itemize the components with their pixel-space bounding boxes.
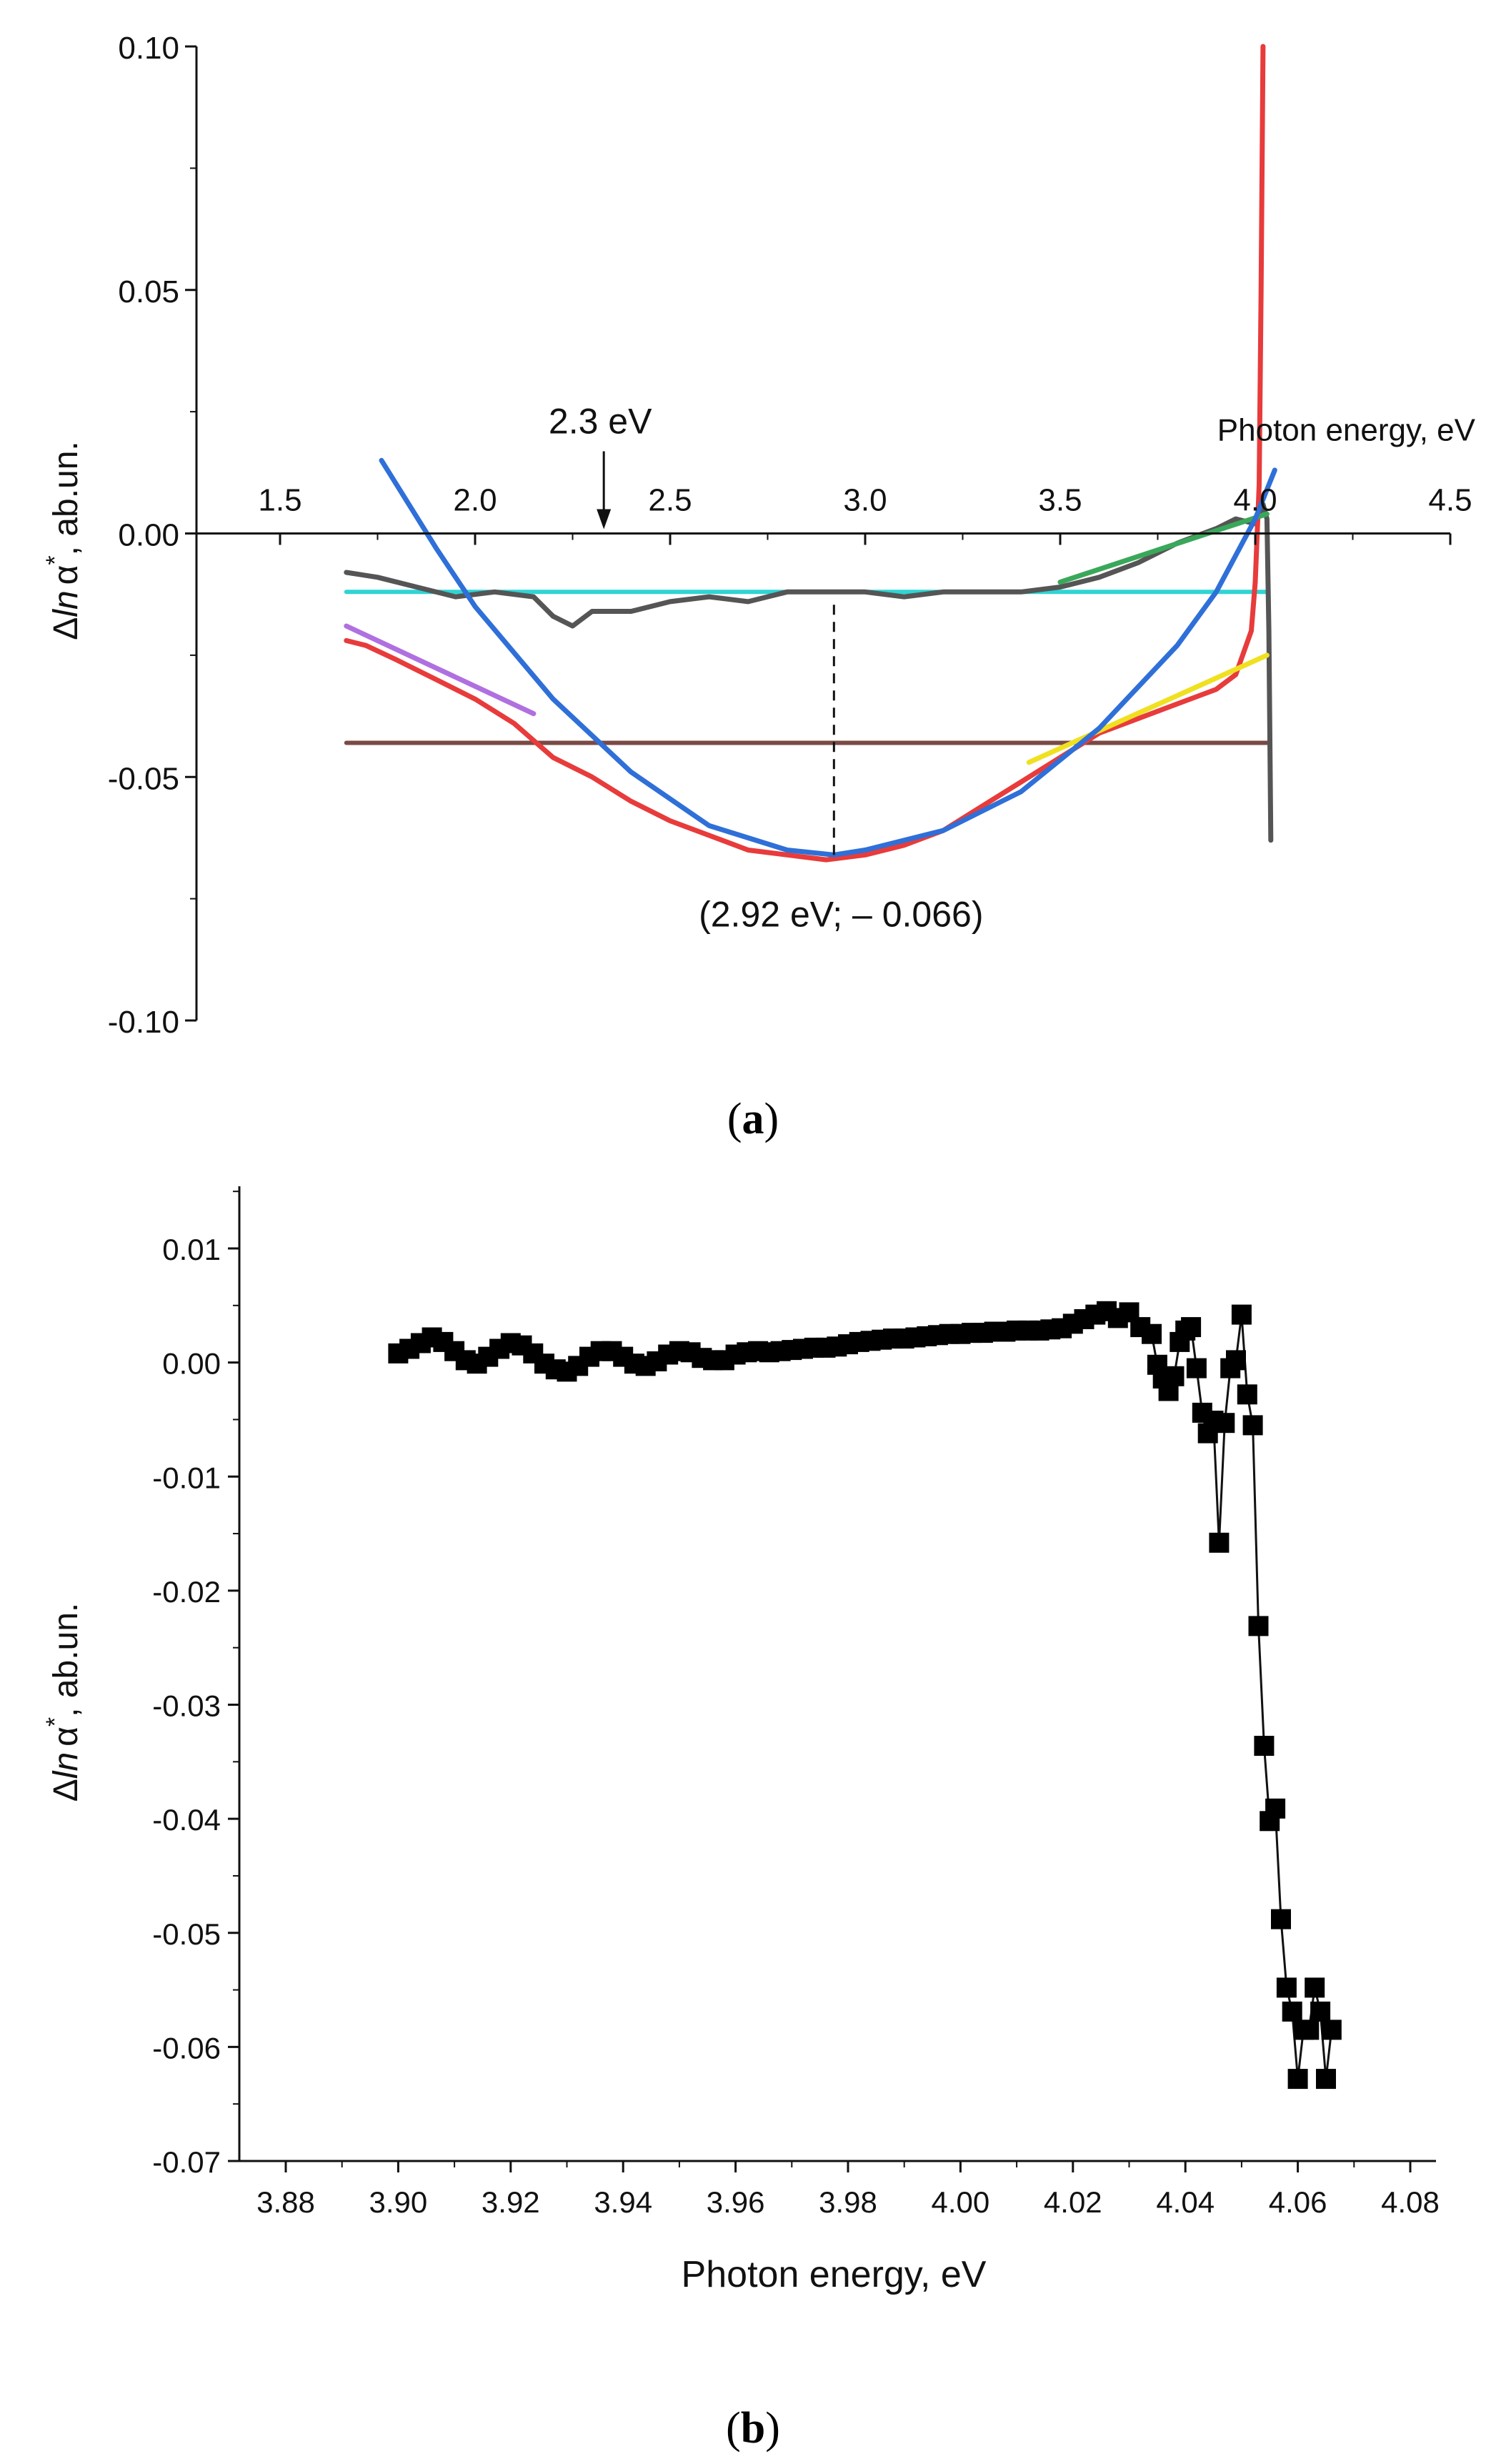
y-label-b-alpha: α [47, 1727, 85, 1747]
y-label-ln: ln [47, 590, 85, 617]
y-label-b-unit: , ab.un. [47, 1603, 85, 1717]
minimum-label: (2.92 eV; – 0.066) [699, 894, 983, 934]
x-tick-label-b: 4.08 [1381, 2185, 1440, 2219]
x-tick-label: 3.5 [1038, 483, 1082, 518]
y-tick-label: 0.10 [118, 31, 179, 66]
y-tick-label: 0.05 [118, 274, 179, 309]
series-line [1057, 511, 1270, 585]
y-axis-label-b: Δln α*, ab.un. [41, 1603, 85, 1802]
series-line [344, 623, 537, 717]
data-point [1181, 1317, 1202, 1338]
y-label-star: * [41, 555, 69, 565]
data-point [1209, 1532, 1230, 1553]
x-tick-label-b: 4.00 [932, 2185, 990, 2219]
panel-b-series [388, 1301, 1342, 2090]
x-tick-label-b: 3.92 [482, 2185, 540, 2219]
x-tick-label: 2.0 [453, 483, 497, 518]
data-point [1254, 1736, 1275, 1756]
x-tick-label-b: 4.06 [1269, 2185, 1327, 2219]
series-line [1026, 652, 1270, 765]
series-line [379, 457, 1277, 858]
y-tick-label-b: 0.00 [162, 1347, 221, 1381]
y-label-b-delta: Δ [47, 1779, 85, 1802]
x-tick-label: 4.0 [1233, 483, 1277, 518]
panel-b-axes [238, 1186, 1436, 2162]
arrow-label: 2.3 eV [549, 402, 652, 442]
data-point [1271, 1909, 1291, 1929]
y-tick-label-b: -0.07 [152, 2145, 221, 2179]
panel-b: 0.01 0.00 -0.01 -0.02 -0.03 -0.04 -0.05 -0.06 -0… [41, 1186, 1440, 2453]
x-tick-label: 1.5 [258, 483, 301, 518]
panel-a-ticks: 0.10 0.05 0.00 -0.05 -0.10 1.5 2.0 2.5 3.0 3.5 4.0… [108, 31, 1472, 1040]
x-tick-label-b: 3.88 [256, 2185, 315, 2219]
y-label-b-star: * [41, 1717, 69, 1727]
panel-a: 0.10 0.05 0.00 -0.05 -0.10 1.5 2.0 2.5 3.0 3.5 4.0… [41, 31, 1476, 1143]
series-line [344, 502, 1274, 843]
y-tick-label-b: -0.02 [152, 1575, 221, 1609]
data-point [1231, 1304, 1252, 1325]
y-tick-label: -0.10 [108, 1005, 179, 1040]
x-tick-label-b: 3.96 [707, 2185, 765, 2219]
panel-a-caption: (a) [727, 1095, 779, 1143]
arrow-marker [597, 451, 612, 530]
data-point [1265, 1798, 1286, 1819]
y-axis-label: Δln α*, ab.un. [41, 441, 85, 640]
y-tick-label-b: -0.03 [152, 1689, 221, 1723]
data-point [1287, 2069, 1308, 2090]
x-tick-label-b: 3.98 [819, 2185, 877, 2219]
panel-b-caption: (b) [726, 2404, 780, 2453]
panel-b-letter: b [741, 2404, 765, 2453]
x-tick-label-b: 4.04 [1156, 2185, 1215, 2219]
x-tick-label-b: 3.94 [594, 2185, 652, 2219]
data-point [1316, 2069, 1336, 2090]
data-point [1226, 1350, 1246, 1371]
y-tick-label-b: -0.01 [152, 1461, 221, 1494]
y-tick-label: 0.00 [118, 518, 179, 553]
data-point [1164, 1366, 1185, 1386]
data-point [1299, 2020, 1320, 2040]
x-tick-label: 2.5 [648, 483, 692, 518]
data-point [1310, 2001, 1331, 2022]
data-point [1321, 2020, 1342, 2040]
panel-a-letter: a [742, 1095, 764, 1143]
y-tick-label-b: -0.05 [152, 1917, 221, 1951]
data-point [1237, 1384, 1257, 1405]
y-label-unit: , ab.un. [47, 441, 85, 555]
data-point [1242, 1415, 1263, 1436]
x-axis-label: Photon energy, eV [1217, 413, 1476, 448]
y-tick-label-b: 0.01 [162, 1233, 221, 1266]
panel-b-ticks: 0.01 0.00 -0.01 -0.02 -0.03 -0.04 -0.05 -0.06 -0… [152, 1191, 1440, 2219]
y-label-delta: Δ [47, 617, 85, 640]
y-label-b-ln: ln [47, 1752, 85, 1779]
data-point [1215, 1413, 1235, 1434]
x-tick-label-b: 4.02 [1044, 2185, 1102, 2219]
data-point [1186, 1358, 1207, 1378]
y-label-alpha: α [47, 565, 85, 585]
y-tick-label-b: -0.06 [152, 2031, 221, 2065]
series-line-b [397, 1310, 1333, 2080]
data-point [1142, 1323, 1162, 1344]
data-point [1282, 2001, 1302, 2022]
arrow-head [597, 509, 612, 530]
x-axis-label-b: Photon energy, eV [682, 2254, 987, 2295]
y-tick-label: -0.05 [108, 761, 179, 796]
data-point [1248, 1616, 1269, 1636]
data-point [1276, 1977, 1297, 1998]
panel-a-series [344, 44, 1277, 863]
x-tick-label: 3.0 [843, 483, 887, 518]
x-tick-label: 4.5 [1428, 483, 1472, 518]
series-line [344, 44, 1266, 863]
y-tick-label-b: -0.04 [152, 1803, 221, 1837]
x-tick-label-b: 3.90 [369, 2185, 428, 2219]
data-point [1305, 1977, 1325, 1998]
